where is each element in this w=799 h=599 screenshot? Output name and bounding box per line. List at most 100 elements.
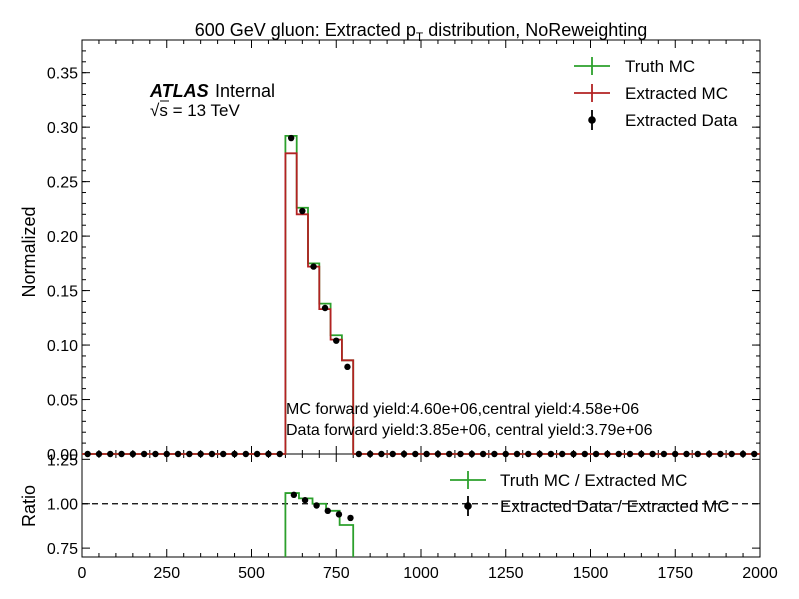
data-point (276, 450, 283, 458)
data-point (705, 450, 713, 458)
data-point (468, 450, 476, 458)
ratio-legend: Truth MC / Extracted MC Extracted Data /… (450, 471, 730, 516)
data-point (559, 450, 566, 458)
data-point (355, 450, 363, 458)
data-point (615, 450, 622, 458)
title-subscript: T (416, 30, 424, 44)
main-legend: Truth MC Extracted MC Extracted Data (574, 57, 738, 130)
series-extracted-mc-step (82, 152, 760, 455)
ratio-data-point (313, 502, 320, 509)
xtick-label: 1500 (573, 565, 609, 582)
data-point (129, 450, 137, 458)
data-yield-annotation: Data forward yield:3.85e+06, central yie… (286, 422, 653, 439)
data-point (400, 450, 408, 458)
data-point (344, 363, 351, 371)
atlas-label: ATLAS (149, 81, 209, 101)
xtick-label: 750 (323, 565, 350, 582)
data-point (197, 450, 204, 458)
xtick-label: 250 (153, 565, 180, 582)
data-point (536, 450, 543, 458)
ratio-legend-data-label: Extracted Data / Extracted MC (500, 497, 730, 516)
data-point (751, 450, 758, 458)
xtick-label: 1250 (488, 565, 524, 582)
legend-truth-mc-label: Truth MC (625, 57, 695, 76)
main-ytick-label: 0.10 (47, 338, 78, 355)
ratio-ytick-label: 0.75 (47, 541, 78, 558)
data-point (423, 450, 430, 458)
main-ylabel: Normalized (19, 206, 39, 297)
data-point (378, 450, 385, 458)
xtick-label: 1000 (403, 565, 439, 582)
data-point (231, 450, 238, 458)
ratio-ytick-label: 1.00 (47, 497, 78, 514)
data-point (287, 134, 295, 142)
legend-extracted-data-label: Extracted Data (625, 111, 738, 130)
main-ytick-label: 0.05 (47, 393, 78, 410)
main-series (82, 134, 760, 458)
xtick-label: 2000 (742, 565, 778, 582)
data-point (592, 450, 600, 458)
data-point (152, 450, 159, 458)
main-ytick-label: 0.35 (47, 66, 78, 83)
ratio-ylabel: Ratio (19, 485, 39, 527)
legend-extracted-mc-label: Extracted MC (625, 84, 728, 103)
data-point (728, 450, 735, 458)
main-ytick-label: 0.30 (47, 120, 78, 137)
data-point (389, 450, 396, 458)
ratio-data-point (290, 491, 298, 499)
data-point (604, 450, 611, 458)
data-point (513, 450, 521, 458)
data-point (446, 450, 453, 458)
data-point (107, 450, 114, 458)
data-point (434, 450, 442, 458)
main-ytick-label: 0.20 (47, 229, 78, 246)
ratio-data-point (324, 507, 331, 515)
main-ytick-label: 0.00 (47, 447, 78, 464)
data-point (366, 450, 374, 458)
data-point (84, 450, 91, 458)
data-point (570, 450, 577, 458)
ratio-truth-step (284, 492, 355, 557)
data-point (491, 450, 498, 458)
ratio-data-point (347, 514, 354, 522)
data-point (683, 450, 690, 458)
data-point (638, 450, 645, 458)
internal-label: Internal (215, 81, 275, 101)
data-point (140, 450, 148, 458)
ratio-data-point (335, 511, 343, 518)
main-ytick-label: 0.15 (47, 284, 78, 301)
ratio-data-point (301, 496, 309, 504)
data-point (412, 450, 419, 458)
ratio-series (284, 491, 355, 557)
data-point (163, 450, 170, 458)
data-point (321, 304, 329, 312)
data-point (457, 450, 464, 458)
xtick-label: 1750 (657, 565, 693, 582)
mc-yield-annotation: MC forward yield:4.60e+06,central yield:… (286, 401, 639, 418)
data-point (174, 450, 182, 458)
legend-extracted-data-marker (588, 116, 596, 124)
data-point (649, 450, 656, 458)
main-ytick-label: 0.25 (47, 175, 78, 192)
data-point (502, 450, 509, 458)
data-point (299, 207, 306, 215)
ratio-legend-truth-label: Truth MC / Extracted MC (500, 471, 687, 490)
data-point (333, 337, 340, 344)
title-rest: distribution, NoReweighting (423, 20, 647, 40)
data-point (220, 450, 227, 458)
data-point (95, 450, 103, 458)
data-point (717, 450, 724, 458)
data-point (626, 450, 634, 458)
data-point (310, 263, 317, 270)
data-point (694, 450, 701, 458)
data-point (479, 450, 487, 458)
data-point (739, 450, 747, 458)
xtick-label: 500 (238, 565, 265, 582)
data-point (208, 450, 216, 458)
data-point (118, 450, 125, 458)
chart-title: 600 GeV gluon: Extracted pT distribution… (195, 20, 648, 44)
data-point (525, 450, 532, 458)
ratio-ytick-label: 1.25 (47, 452, 78, 469)
data-point (581, 450, 588, 458)
